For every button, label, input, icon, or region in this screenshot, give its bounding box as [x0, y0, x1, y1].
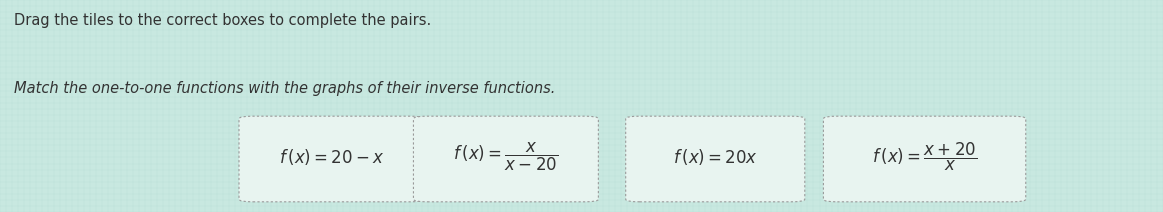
FancyBboxPatch shape — [238, 116, 423, 202]
Text: $f\,(x) = \dfrac{x}{x-20}$: $f\,(x) = \dfrac{x}{x-20}$ — [454, 141, 558, 173]
Text: $f\,(x) = 20x$: $f\,(x) = 20x$ — [672, 147, 758, 167]
FancyBboxPatch shape — [626, 116, 805, 202]
Text: Drag the tiles to the correct boxes to complete the pairs.: Drag the tiles to the correct boxes to c… — [14, 13, 431, 28]
Text: Match the one-to-one functions with the graphs of their inverse functions.: Match the one-to-one functions with the … — [14, 81, 555, 96]
Text: $f\,(x) = \dfrac{x+20}{x}$: $f\,(x) = \dfrac{x+20}{x}$ — [872, 141, 977, 173]
Text: $f\,(x) = 20 - x$: $f\,(x) = 20 - x$ — [279, 147, 384, 167]
FancyBboxPatch shape — [414, 116, 598, 202]
FancyBboxPatch shape — [823, 116, 1026, 202]
